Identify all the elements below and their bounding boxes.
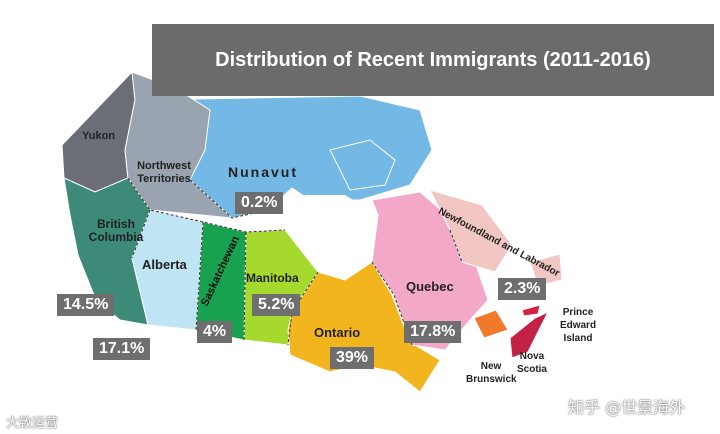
hudson-bay bbox=[285, 195, 378, 280]
watermark-left: 大致运营 bbox=[6, 416, 59, 431]
label-ontario: Ontario bbox=[314, 325, 361, 340]
label-nb: New Brunswick bbox=[466, 361, 517, 385]
region-pei bbox=[521, 304, 541, 317]
title-bar: Distribution of Recent Immigrants (2011-… bbox=[152, 24, 714, 96]
label-alberta: Alberta bbox=[142, 257, 187, 272]
value-quebec: 17.8% bbox=[404, 321, 462, 343]
value-saskatchewan: 4% bbox=[197, 321, 233, 343]
label-ns: Nova Scotia bbox=[516, 351, 547, 375]
watermark-right: 知乎 @世景海外 bbox=[568, 398, 686, 417]
label-pei: Prince Edward Island bbox=[559, 307, 597, 344]
region-nunavut-island bbox=[329, 139, 396, 191]
value-ontario: 39% bbox=[330, 347, 375, 369]
value-nunavut: 0.2% bbox=[235, 192, 284, 214]
label-nunavut: Nunavut bbox=[228, 164, 298, 180]
label-nwt: Northwest Territories bbox=[137, 160, 191, 185]
value-manitoba: 5.2% bbox=[252, 294, 301, 316]
label-bc: British Columbia bbox=[88, 217, 144, 244]
label-quebec: Quebec bbox=[406, 279, 454, 294]
value-nl: 2.3% bbox=[498, 278, 547, 300]
region-nb bbox=[473, 309, 509, 339]
value-alberta: 14.5% bbox=[57, 294, 115, 316]
label-manitoba: Manitoba bbox=[246, 271, 299, 285]
value-bc: 17.1% bbox=[93, 338, 151, 360]
region-ns bbox=[509, 310, 550, 359]
label-yukon: Yukon bbox=[82, 130, 116, 142]
map-title: Distribution of Recent Immigrants (2011-… bbox=[215, 48, 651, 71]
